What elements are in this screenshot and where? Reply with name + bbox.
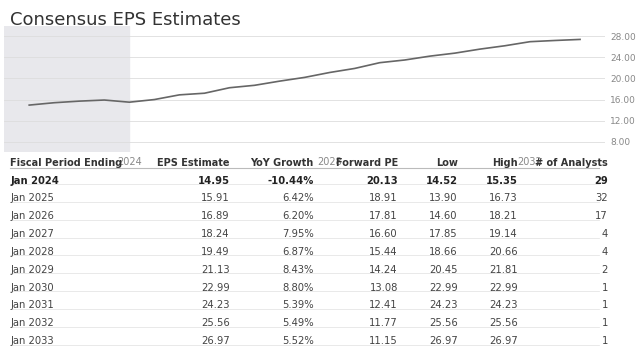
Text: Fiscal Period Ending: Fiscal Period Ending xyxy=(10,158,122,168)
Text: 6.20%: 6.20% xyxy=(282,211,314,221)
Text: 15.35: 15.35 xyxy=(486,176,518,186)
Text: EPS Estimate: EPS Estimate xyxy=(157,158,230,168)
Text: 18.91: 18.91 xyxy=(369,194,398,204)
Text: # of Analysts: # of Analysts xyxy=(535,158,608,168)
Text: 26.97: 26.97 xyxy=(489,336,518,346)
Text: 2: 2 xyxy=(602,265,608,275)
Text: Low: Low xyxy=(436,158,458,168)
Text: 14.24: 14.24 xyxy=(369,265,398,275)
Text: 21.13: 21.13 xyxy=(201,265,230,275)
Text: 13.08: 13.08 xyxy=(369,283,398,293)
Text: Jan 2030: Jan 2030 xyxy=(10,283,54,293)
Text: 22.99: 22.99 xyxy=(489,283,518,293)
Text: 4: 4 xyxy=(602,247,608,257)
Text: 26.97: 26.97 xyxy=(429,336,458,346)
Bar xyxy=(4,26,129,152)
Text: Forward PE: Forward PE xyxy=(335,158,398,168)
Text: Jan 2025: Jan 2025 xyxy=(10,194,54,204)
Text: 16.73: 16.73 xyxy=(490,194,518,204)
Text: 21.81: 21.81 xyxy=(490,265,518,275)
Text: 20.66: 20.66 xyxy=(490,247,518,257)
Text: 24.23: 24.23 xyxy=(201,300,230,310)
Text: 7.95%: 7.95% xyxy=(282,229,314,239)
Text: 1: 1 xyxy=(602,300,608,310)
Text: 5.49%: 5.49% xyxy=(282,318,314,328)
Text: -10.44%: -10.44% xyxy=(268,176,314,186)
Text: 18.21: 18.21 xyxy=(490,211,518,221)
Text: 19.14: 19.14 xyxy=(490,229,518,239)
Text: 17.85: 17.85 xyxy=(429,229,458,239)
Text: Jan 2027: Jan 2027 xyxy=(10,229,54,239)
Text: 11.77: 11.77 xyxy=(369,318,398,328)
Text: 14.52: 14.52 xyxy=(426,176,458,186)
Text: 12.41: 12.41 xyxy=(369,300,398,310)
Text: 1: 1 xyxy=(602,336,608,346)
Text: 25.56: 25.56 xyxy=(489,318,518,328)
Text: 15.91: 15.91 xyxy=(201,194,230,204)
Text: 5.39%: 5.39% xyxy=(282,300,314,310)
Text: 1: 1 xyxy=(602,318,608,328)
Text: 14.95: 14.95 xyxy=(198,176,230,186)
Text: Jan 2029: Jan 2029 xyxy=(10,265,54,275)
Text: 6.87%: 6.87% xyxy=(282,247,314,257)
Text: 17.81: 17.81 xyxy=(369,211,398,221)
Text: 15.44: 15.44 xyxy=(369,247,398,257)
Text: YoY Growth: YoY Growth xyxy=(250,158,314,168)
Text: 13.90: 13.90 xyxy=(429,194,458,204)
Text: 22.99: 22.99 xyxy=(429,283,458,293)
Text: Jan 2024: Jan 2024 xyxy=(10,176,59,186)
Text: 5.52%: 5.52% xyxy=(282,336,314,346)
Text: 20.45: 20.45 xyxy=(429,265,458,275)
Text: 26.97: 26.97 xyxy=(201,336,230,346)
Text: 16.89: 16.89 xyxy=(201,211,230,221)
Text: Jan 2026: Jan 2026 xyxy=(10,211,54,221)
Text: 16.60: 16.60 xyxy=(369,229,398,239)
Text: 17: 17 xyxy=(595,211,608,221)
Text: 18.66: 18.66 xyxy=(429,247,458,257)
Text: 4: 4 xyxy=(602,229,608,239)
Text: 8.43%: 8.43% xyxy=(282,265,314,275)
Text: 1: 1 xyxy=(602,283,608,293)
Text: 25.56: 25.56 xyxy=(201,318,230,328)
Text: 8.80%: 8.80% xyxy=(282,283,314,293)
Text: 24.23: 24.23 xyxy=(490,300,518,310)
Text: 19.49: 19.49 xyxy=(201,247,230,257)
Text: 25.56: 25.56 xyxy=(429,318,458,328)
Text: 20.13: 20.13 xyxy=(366,176,398,186)
Text: Jan 2028: Jan 2028 xyxy=(10,247,54,257)
Text: 22.99: 22.99 xyxy=(201,283,230,293)
Text: 24.23: 24.23 xyxy=(429,300,458,310)
Text: 29: 29 xyxy=(595,176,608,186)
Text: Jan 2033: Jan 2033 xyxy=(10,336,54,346)
Text: 14.60: 14.60 xyxy=(429,211,458,221)
Text: Consensus EPS Estimates: Consensus EPS Estimates xyxy=(10,11,241,29)
Text: 32: 32 xyxy=(595,194,608,204)
Text: 11.15: 11.15 xyxy=(369,336,398,346)
Text: Jan 2031: Jan 2031 xyxy=(10,300,54,310)
Text: 18.24: 18.24 xyxy=(201,229,230,239)
Text: 6.42%: 6.42% xyxy=(282,194,314,204)
Text: High: High xyxy=(492,158,518,168)
Text: Jan 2032: Jan 2032 xyxy=(10,318,54,328)
